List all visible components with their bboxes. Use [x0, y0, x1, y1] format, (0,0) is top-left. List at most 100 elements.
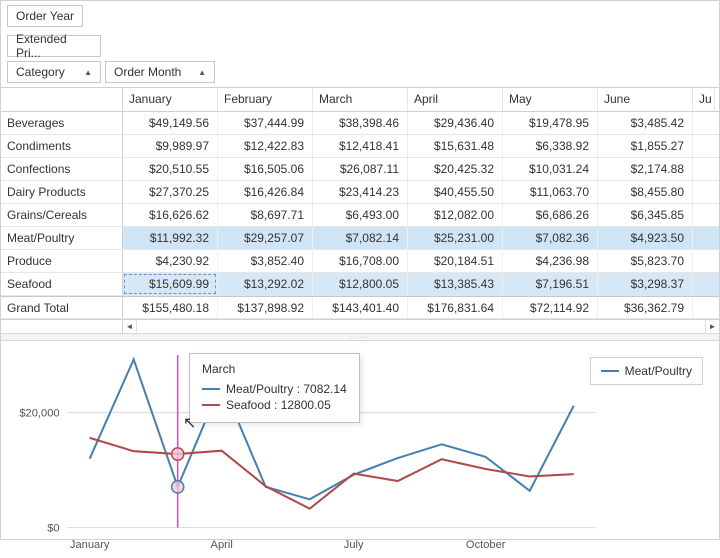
total-cell: $155,480.18 [123, 297, 218, 318]
cell[interactable]: $25,231.00 [408, 227, 503, 249]
total-cell: $72,114.92 [503, 297, 598, 318]
grand-total-row: Grand Total $155,480.18$137,898.92$143,4… [1, 296, 719, 319]
cell[interactable]: $16,505.06 [218, 158, 313, 180]
cell[interactable]: $11,063.70 [503, 181, 598, 203]
row-header[interactable]: Confections [1, 158, 123, 180]
svg-text:$0: $0 [47, 523, 59, 535]
chart-panel: $0$20,000JanuaryAprilJulyOctober Meat/Po… [1, 341, 719, 558]
table-row[interactable]: Seafood$15,609.99$13,292.02$12,800.05$13… [1, 273, 719, 296]
cell[interactable]: $6,345.85 [598, 204, 693, 226]
row-header[interactable]: Dairy Products [1, 181, 123, 203]
cell[interactable]: $12,422.83 [218, 135, 313, 157]
row-header[interactable]: Grains/Cereals [1, 204, 123, 226]
cell[interactable]: $16,626.62 [123, 204, 218, 226]
cell[interactable]: $26,087.11 [313, 158, 408, 180]
column-header[interactable]: May [503, 88, 598, 111]
svg-text:July: July [344, 539, 364, 551]
cell[interactable]: $8,697.71 [218, 204, 313, 226]
table-row[interactable]: Meat/Poultry$11,992.32$29,257.07$7,082.1… [1, 227, 719, 250]
table-row[interactable]: Grains/Cereals$16,626.62$8,697.71$6,493.… [1, 204, 719, 227]
cell[interactable]: $3,485.42 [598, 112, 693, 134]
cell[interactable]: $11,992.32 [123, 227, 218, 249]
cell[interactable]: $3,852.40 [218, 250, 313, 272]
svg-text:January: January [70, 539, 110, 551]
cell[interactable]: $5,823.70 [598, 250, 693, 272]
cell[interactable]: $4,923.50 [598, 227, 693, 249]
column-header[interactable]: April [408, 88, 503, 111]
legend: Meat/Poultry [590, 357, 703, 385]
cell[interactable]: $6,686.26 [503, 204, 598, 226]
cell[interactable]: $6,338.92 [503, 135, 598, 157]
cell[interactable]: $12,082.00 [408, 204, 503, 226]
row-header[interactable]: Beverages [1, 112, 123, 134]
h-scrollbar[interactable]: ◄ ► [1, 319, 719, 333]
cell[interactable]: $23,414.23 [313, 181, 408, 203]
cell[interactable]: $20,510.55 [123, 158, 218, 180]
app-root: Order Year Extended Pri... Category ▲ Or… [0, 0, 720, 540]
column-header[interactable]: March [313, 88, 408, 111]
table-row[interactable]: Dairy Products$27,370.25$16,426.84$23,41… [1, 181, 719, 204]
cell[interactable]: $16,426.84 [218, 181, 313, 203]
total-cell: $36,362.79 [598, 297, 693, 318]
filter-order-month[interactable]: Order Month ▲ [105, 61, 215, 83]
svg-text:$20,000: $20,000 [19, 408, 59, 420]
cell[interactable]: $2,174.88 [598, 158, 693, 180]
row-header[interactable]: Condiments [1, 135, 123, 157]
cell[interactable]: $3,298.37 [598, 273, 693, 295]
tooltip-row: Meat/Poultry : 7082.14 [202, 382, 347, 396]
scroll-right-icon[interactable]: ► [705, 320, 719, 334]
filter-extended-price[interactable]: Extended Pri... [7, 35, 101, 57]
column-header[interactable]: January [123, 88, 218, 111]
scroll-left-icon[interactable]: ◄ [123, 320, 137, 334]
cell[interactable]: $7,082.14 [313, 227, 408, 249]
filter-label: Order Month [114, 65, 181, 79]
filter-order-year[interactable]: Order Year [7, 5, 83, 27]
tooltip-title: March [202, 362, 347, 376]
cell[interactable]: $20,184.51 [408, 250, 503, 272]
row-header[interactable]: Produce [1, 250, 123, 272]
filter-category[interactable]: Category ▲ [7, 61, 101, 83]
cell[interactable]: $10,031.24 [503, 158, 598, 180]
cell[interactable]: $15,631.48 [408, 135, 503, 157]
cell[interactable]: $12,800.05 [313, 273, 408, 295]
table-row[interactable]: Confections$20,510.55$16,505.06$26,087.1… [1, 158, 719, 181]
cell[interactable]: $4,230.92 [123, 250, 218, 272]
row-header[interactable]: Seafood [1, 273, 123, 295]
table-row[interactable]: Produce$4,230.92$3,852.40$16,708.00$20,1… [1, 250, 719, 273]
column-header[interactable]: February [218, 88, 313, 111]
cell[interactable]: $4,236.98 [503, 250, 598, 272]
cell[interactable]: $29,436.40 [408, 112, 503, 134]
cell[interactable]: $40,455.50 [408, 181, 503, 203]
cell[interactable]: $49,149.56 [123, 112, 218, 134]
cell[interactable]: $38,398.46 [313, 112, 408, 134]
cell[interactable]: $19,478.95 [503, 112, 598, 134]
tooltip-row: Seafood : 12800.05 [202, 398, 347, 412]
column-header[interactable]: Ju [693, 88, 715, 111]
cell[interactable]: $8,455.80 [598, 181, 693, 203]
row-header[interactable]: Meat/Poultry [1, 227, 123, 249]
cell[interactable]: $37,444.99 [218, 112, 313, 134]
total-cell: $176,831.64 [408, 297, 503, 318]
table-row[interactable]: Beverages$49,149.56$37,444.99$38,398.46$… [1, 112, 719, 135]
splitter-handle[interactable]: ······ [1, 333, 719, 341]
dropdown-icon: ▲ [84, 68, 92, 77]
cell[interactable]: $13,292.02 [218, 273, 313, 295]
column-header[interactable]: June [598, 88, 693, 111]
cell[interactable]: $13,385.43 [408, 273, 503, 295]
total-label: Grand Total [1, 297, 123, 318]
cell[interactable]: $20,425.32 [408, 158, 503, 180]
cell[interactable]: $15,609.99 [123, 273, 218, 295]
table-row[interactable]: Condiments$9,989.97$12,422.83$12,418.41$… [1, 135, 719, 158]
cell[interactable]: $1,855.27 [598, 135, 693, 157]
cell[interactable]: $7,196.51 [503, 273, 598, 295]
grid-header-row: JanuaryFebruaryMarchAprilMayJuneJu [1, 88, 719, 112]
cell[interactable]: $16,708.00 [313, 250, 408, 272]
cell[interactable]: $7,082.36 [503, 227, 598, 249]
cell[interactable]: $12,418.41 [313, 135, 408, 157]
cell[interactable]: $6,493.00 [313, 204, 408, 226]
cell[interactable]: $9,989.97 [123, 135, 218, 157]
cell[interactable]: $29,257.07 [218, 227, 313, 249]
corner-cell [1, 88, 123, 111]
cell[interactable]: $27,370.25 [123, 181, 218, 203]
total-cell: $143,401.40 [313, 297, 408, 318]
